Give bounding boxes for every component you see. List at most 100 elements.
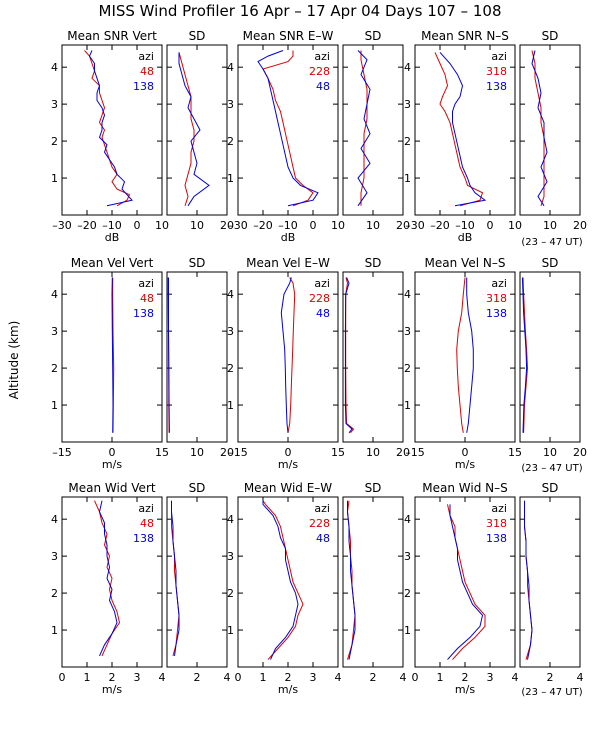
x-tick-label: 10 xyxy=(331,219,345,232)
series-line-228 xyxy=(287,277,296,433)
x-tick-label: 4 xyxy=(512,671,519,684)
panel-frame xyxy=(519,44,581,216)
series-line-138 xyxy=(439,52,487,207)
panel-title: SD xyxy=(542,29,559,43)
legend-series-b: 138 xyxy=(133,307,154,320)
series-line-318 xyxy=(531,50,545,206)
series-line-138 xyxy=(531,50,548,207)
panel-title: SD xyxy=(189,256,206,270)
x-tick-label: –20 xyxy=(253,219,273,232)
legend-series-a: 318 xyxy=(486,292,507,305)
y-tick-label: 4 xyxy=(227,513,234,526)
legend-label: azi xyxy=(138,502,154,515)
series-line-228 xyxy=(360,50,368,206)
panel-7: SD 10 20 xyxy=(166,256,234,459)
y-tick-label: 1 xyxy=(51,624,58,637)
x-tick-label: 15 xyxy=(331,446,345,459)
panel-frame xyxy=(342,44,404,216)
y-tick-label: 2 xyxy=(51,135,58,148)
legend-series-a: 48 xyxy=(140,292,154,305)
series-line-48 xyxy=(262,500,299,660)
y-tick-label: 4 xyxy=(404,61,411,74)
panel-6: Mean Vel Vert –15 0 15 1 2 3 4 m/s azi 48 138 xyxy=(51,256,169,471)
panel-14: Mean Wid E–W 0 1 2 3 4 1 2 3 4 m/s azi 228 48 xyxy=(227,481,342,696)
panel-title: Mean Wid E–W xyxy=(244,481,332,495)
panel-title: Mean SNR Vert xyxy=(67,29,157,43)
series-line-228 xyxy=(345,277,355,434)
series-line-48 xyxy=(280,277,292,433)
x-tick-label: 4 xyxy=(577,671,584,684)
y-tick-label: 1 xyxy=(51,172,58,185)
series-line-48 xyxy=(344,277,353,434)
series-line-138 xyxy=(524,500,533,660)
x-tick-label: 10 xyxy=(543,446,557,459)
panel-17: SD 2 4 xyxy=(519,481,584,684)
panel-title: SD xyxy=(542,481,559,495)
x-tick-label: 10 xyxy=(190,219,204,232)
y-tick-label: 3 xyxy=(404,550,411,563)
series-line-138 xyxy=(466,277,474,433)
y-tick-label: 3 xyxy=(227,98,234,111)
x-tick-label: –10 xyxy=(455,219,475,232)
x-tick-label: 0 xyxy=(412,671,419,684)
legend-series-a: 318 xyxy=(486,65,507,78)
series-line-48 xyxy=(94,500,121,657)
x-tick-label: 15 xyxy=(155,446,169,459)
legend-series-a: 48 xyxy=(140,517,154,530)
x-axis-label: dB xyxy=(458,231,473,244)
x-axis-label: m/s xyxy=(102,458,122,471)
series-line-48 xyxy=(171,500,180,657)
series-line-228 xyxy=(262,500,304,660)
y-tick-label: 3 xyxy=(227,325,234,338)
panel-8: Mean Vel E–W –15 0 15 1 2 3 4 m/s azi 228 48 xyxy=(227,256,345,471)
panel-grid: Mean SNR Vert–30 –20 –10 0 101234dBazi48138S… xyxy=(51,29,587,696)
legend-series-b: 138 xyxy=(486,532,507,545)
x-tick-label: 0 xyxy=(109,446,116,459)
x-tick-label: 0 xyxy=(285,446,292,459)
panel-frame xyxy=(342,271,404,443)
x-tick-label: 0 xyxy=(59,671,66,684)
x-tick-label: 1 xyxy=(84,671,91,684)
panel-9: SD 10 20 xyxy=(342,256,410,459)
panel-13: SD 2 4 xyxy=(166,481,231,684)
panel-11: SD 10 20 xyxy=(519,256,587,459)
x-tick-label: 20 xyxy=(220,446,234,459)
legend-series-a: 228 xyxy=(309,517,330,530)
series-line-48 xyxy=(84,50,131,207)
series-line-48 xyxy=(178,52,195,206)
legend-series-b: 48 xyxy=(316,532,330,545)
time-range-note-row-1: (23 – 47 UT) xyxy=(521,237,582,248)
series-line-318 xyxy=(447,504,486,660)
panel-frame xyxy=(519,271,581,443)
time-range-note-row-2: (23 – 47 UT) xyxy=(521,463,582,474)
y-tick-label: 1 xyxy=(404,172,411,185)
panel-title: Mean Vel Vert xyxy=(71,256,154,270)
x-tick-label: 2 xyxy=(285,671,292,684)
panel-title: SD xyxy=(365,29,382,43)
y-tick-label: 3 xyxy=(51,550,58,563)
x-tick-label: 10 xyxy=(366,446,380,459)
y-tick-label: 3 xyxy=(51,98,58,111)
legend-label: azi xyxy=(314,502,330,515)
x-axis-label: m/s xyxy=(455,458,475,471)
y-tick-label: 4 xyxy=(404,513,411,526)
x-tick-label: 3 xyxy=(134,671,141,684)
y-tick-label: 3 xyxy=(227,550,234,563)
x-tick-label: 2 xyxy=(194,671,201,684)
series-line-138 xyxy=(168,277,170,433)
legend-label: azi xyxy=(138,277,154,290)
y-tick-label: 4 xyxy=(404,288,411,301)
legend-series-a: 228 xyxy=(309,65,330,78)
x-tick-label: –20 xyxy=(77,219,97,232)
x-tick-label: –30 xyxy=(405,219,425,232)
x-tick-label: 20 xyxy=(573,446,587,459)
series-line-318 xyxy=(434,52,484,207)
x-tick-label: 10 xyxy=(155,219,169,232)
x-tick-label: 20 xyxy=(573,219,587,232)
series-line-48 xyxy=(347,500,356,660)
panel-title: Mean Wid Vert xyxy=(68,481,155,495)
x-tick-label: –10 xyxy=(278,219,298,232)
x-tick-label: 2 xyxy=(462,671,469,684)
panel-10: Mean Vel N–S –15 0 15 1 2 3 4 m/s azi 318 138 xyxy=(404,256,522,471)
